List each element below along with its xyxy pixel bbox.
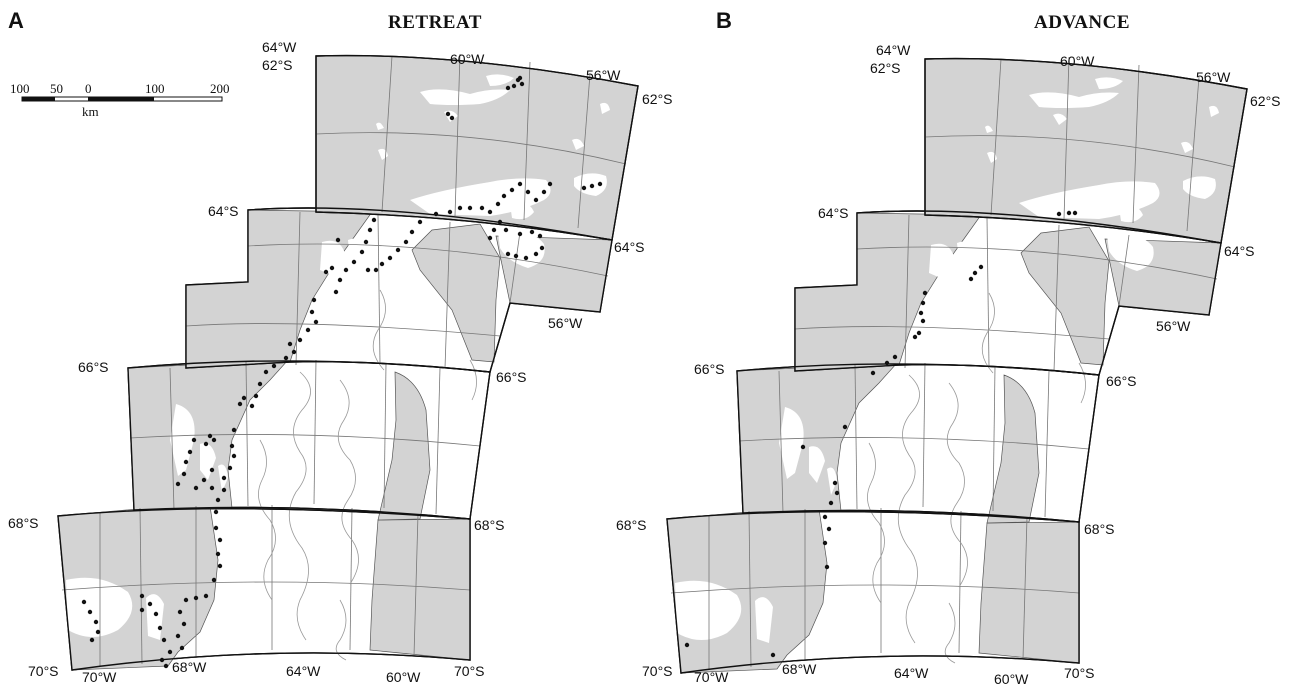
coord-label: 66°S xyxy=(1106,373,1137,389)
scale-tick-label: 0 xyxy=(85,81,92,96)
coord-label: 64°W xyxy=(286,663,321,679)
retreat-points xyxy=(81,75,603,669)
coord-label: 64°S xyxy=(614,239,645,255)
panel-b-map xyxy=(666,56,1248,674)
coord-label: 68°S xyxy=(616,517,647,533)
coord-label: 60°W xyxy=(1060,53,1095,69)
coord-label: 68°W xyxy=(782,661,817,677)
coord-label: 62°S xyxy=(870,60,901,76)
coord-label: 64°W xyxy=(876,42,911,58)
coord-label: 64°S xyxy=(208,203,239,219)
coord-label: 64°W xyxy=(894,665,929,681)
coord-label: 60°W xyxy=(386,669,421,685)
coord-label: 66°S xyxy=(78,359,109,375)
coord-label: 68°S xyxy=(474,517,505,533)
panel-b-letter: B xyxy=(716,8,732,33)
coord-label: 70°S xyxy=(454,663,485,679)
scale-unit: km xyxy=(82,104,99,119)
coord-label: 70°S xyxy=(28,663,59,679)
panel-b: B ADVANCE 64°W 62°S 60°W 56°W 62°S 64°S … xyxy=(616,8,1281,685)
coord-label: 66°S xyxy=(694,361,725,377)
scale-tick-label: 200 xyxy=(210,81,230,96)
coord-label: 66°S xyxy=(496,369,527,385)
coord-label: 68°S xyxy=(1084,521,1115,537)
panel-a-title: RETREAT xyxy=(388,12,482,33)
coord-label: 62°S xyxy=(262,57,293,73)
coord-label: 56°W xyxy=(548,315,583,331)
scale-bar: 100 50 0 100 200 km xyxy=(10,81,230,119)
coord-label: 70°S xyxy=(1064,665,1095,681)
panel-a-map xyxy=(57,53,639,671)
coord-label: 64°W xyxy=(262,39,297,55)
coord-label: 68°S xyxy=(8,515,39,531)
coord-label: 56°W xyxy=(1196,69,1231,85)
coord-label: 56°W xyxy=(586,67,621,83)
coord-label: 64°S xyxy=(1224,243,1255,259)
advance-points xyxy=(684,210,1078,658)
panel-b-title: ADVANCE xyxy=(1034,12,1130,33)
scale-tick-label: 100 xyxy=(145,81,165,96)
coord-label: 60°W xyxy=(450,51,485,67)
panel-a-letter: A xyxy=(8,8,24,33)
coord-label: 64°S xyxy=(818,205,849,221)
coord-label: 70°W xyxy=(694,669,729,685)
panel-a: A RETREAT xyxy=(8,8,673,685)
coord-label: 70°W xyxy=(82,669,117,685)
coord-label: 68°W xyxy=(172,659,207,675)
scale-tick-label: 50 xyxy=(50,81,63,96)
coord-label: 56°W xyxy=(1156,318,1191,334)
coord-label: 62°S xyxy=(642,91,673,107)
coord-label: 60°W xyxy=(994,671,1029,685)
scale-tick-label: 100 xyxy=(10,81,30,96)
coord-label: 62°S xyxy=(1250,93,1281,109)
coord-label: 70°S xyxy=(642,663,673,679)
